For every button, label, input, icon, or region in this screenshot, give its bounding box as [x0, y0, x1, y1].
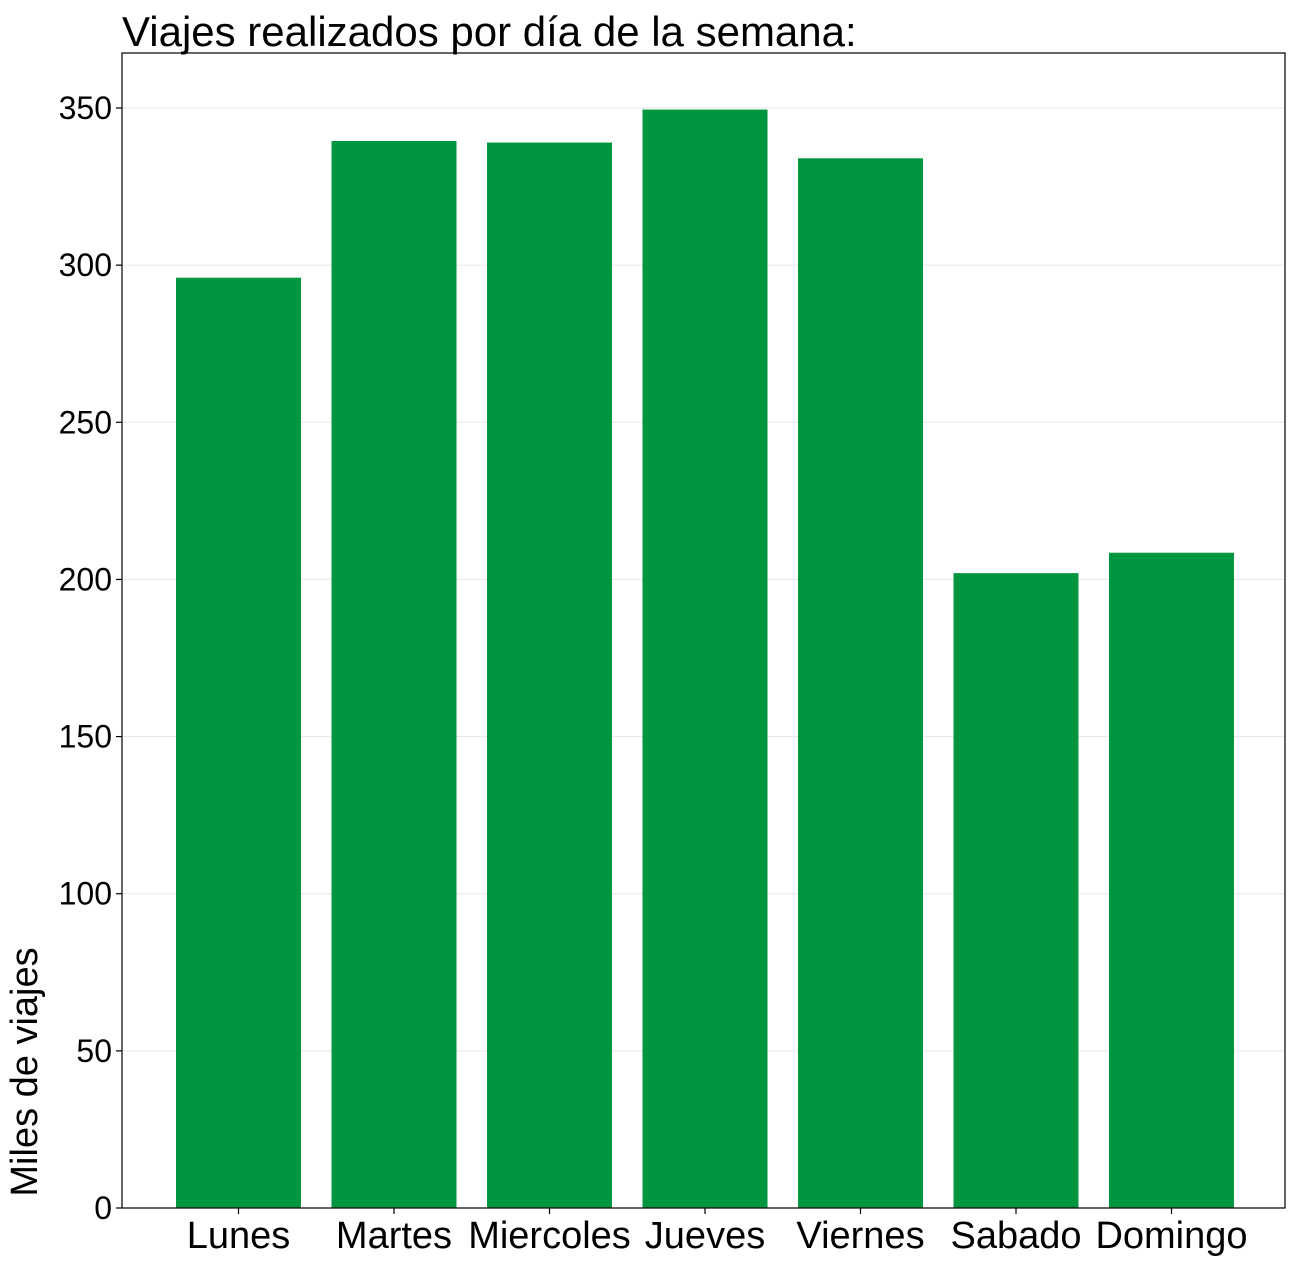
y-axis-ticks: 0 50 100 150 200 250 300 350 [59, 90, 122, 1226]
y-tick-label: 0 [94, 1190, 112, 1226]
bar-lunes [176, 277, 301, 1208]
bar-martes [331, 141, 457, 1208]
bar-sabado [953, 573, 1079, 1208]
y-axis-label: Miles de viajes [4, 947, 46, 1196]
y-tick-label: 50 [76, 1033, 112, 1069]
x-tick-label: Jueves [645, 1215, 765, 1257]
y-tick-label: 250 [59, 404, 112, 440]
bar-jueves [642, 109, 768, 1209]
y-tick-label: 200 [59, 561, 112, 597]
x-tick-label: Miercoles [468, 1215, 631, 1257]
y-tick-label: 350 [59, 90, 112, 126]
y-tick-label: 300 [59, 247, 112, 283]
x-tick-label: Viernes [796, 1215, 924, 1257]
bar-domingo [1109, 552, 1234, 1208]
bar-viernes [798, 158, 923, 1208]
chart-title: Viajes realizados por día de la semana: [122, 8, 857, 55]
x-axis-ticks: Lunes Martes Miercoles Jueves Viernes Sabado D… [187, 1208, 1248, 1257]
x-tick-label: Sabado [950, 1215, 1081, 1257]
y-tick-label: 150 [59, 719, 112, 755]
bar-miercoles [487, 142, 612, 1209]
y-tick-label: 100 [59, 876, 112, 912]
bars [176, 109, 1234, 1209]
x-tick-label: Lunes [187, 1215, 291, 1257]
x-tick-label: Domingo [1095, 1215, 1247, 1257]
x-tick-label: Martes [336, 1215, 452, 1257]
plot-frame [121, 52, 1286, 1209]
